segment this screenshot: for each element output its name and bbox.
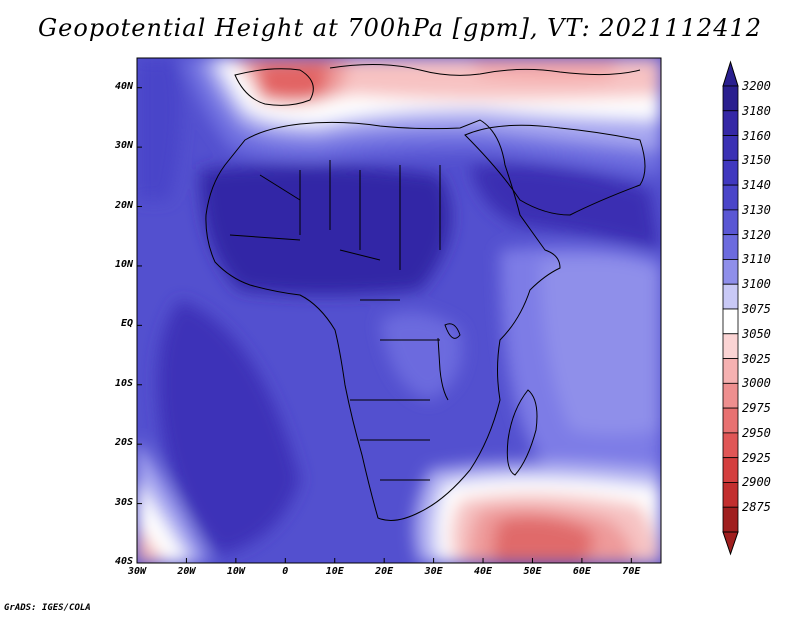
lon-tick-label: 30E (424, 566, 443, 577)
colorbar-swatch (722, 135, 739, 161)
map-frame (136, 57, 662, 564)
lat-tick-label: 10N (114, 258, 133, 270)
colorbar-swatch (722, 234, 739, 260)
chart-title: Geopotential Height at 700hPa [gpm], VT:… (38, 14, 762, 42)
colorbar-label: 3025 (742, 351, 771, 366)
colorbar-label: 3100 (742, 277, 771, 292)
lat-tick-label: 30N (114, 140, 133, 152)
colorbar-swatch (722, 184, 739, 211)
colorbar-swatch (722, 209, 739, 236)
colorbar-swatch (722, 110, 739, 136)
colorbar-label: 3050 (742, 326, 771, 341)
colorbar-label: 3075 (742, 302, 771, 316)
lat-tick-label: 10S (114, 377, 133, 389)
coastlines (205, 63, 646, 521)
lon-tick-label: 60E (572, 566, 591, 577)
colorbar-label: 3200 (742, 79, 771, 93)
lat-tick-label: 20S (114, 437, 133, 449)
colorbar-label: 3160 (742, 128, 771, 143)
colorbar-swatch (722, 382, 739, 409)
lon-tick-label: 20W (177, 566, 196, 577)
lat-tick-label: EQ (120, 318, 133, 330)
colorbar-swatch (722, 283, 739, 310)
colorbar-swatch (722, 457, 739, 483)
colorbar (722, 60, 739, 556)
colorbar-swatch (722, 358, 739, 384)
colorbar-label: 3120 (742, 227, 771, 242)
grads-credit: GrADS: IGES/COLA (4, 603, 91, 613)
lon-tick-label: 50E (523, 566, 542, 577)
colorbar-label: 2900 (742, 475, 771, 490)
lon-tick-label: 70E (622, 566, 641, 577)
lon-tick-label: 30W (127, 566, 147, 577)
lon-tick-label: 40E (474, 566, 493, 577)
colorbar-swatch (722, 85, 739, 112)
colorbar-swatch (722, 482, 739, 508)
colorbar-label: 3180 (742, 103, 771, 118)
colorbar-label: 2925 (742, 450, 771, 465)
lon-tick-label: 0 (282, 566, 289, 577)
colorbar-label: 3140 (742, 178, 771, 193)
colorbar-label: 2950 (742, 425, 771, 440)
colorbar-label: 3130 (742, 202, 771, 217)
lon-tick-label: 10E (325, 566, 344, 577)
colorbar-swatch (722, 333, 739, 359)
lat-tick-label: 40N (114, 80, 133, 92)
colorbar-label: 3110 (742, 252, 771, 267)
lat-tick-label: 40S (114, 556, 133, 567)
colorbar-label: 2875 (742, 500, 771, 515)
lon-tick-label: 20E (375, 566, 394, 577)
colorbar-label: 3150 (742, 153, 771, 168)
axis-ticks (136, 87, 632, 564)
colorbar-swatch (722, 259, 739, 285)
lat-tick-label: 20N (114, 199, 133, 211)
lon-tick-label: 10W (226, 566, 245, 577)
lat-tick-label: 30S (114, 496, 133, 508)
colorbar-bottom-arrow (722, 531, 739, 556)
colorbar-swatch (722, 407, 739, 434)
height-field (137, 58, 661, 563)
colorbar-swatch (722, 308, 739, 335)
colorbar-label: 2975 (742, 401, 771, 416)
colorbar-label: 3000 (742, 376, 771, 391)
colorbar-top-arrow (722, 60, 739, 87)
colorbar-swatch (722, 506, 739, 533)
colorbar-swatch (722, 159, 739, 186)
colorbar-swatch (722, 432, 739, 459)
